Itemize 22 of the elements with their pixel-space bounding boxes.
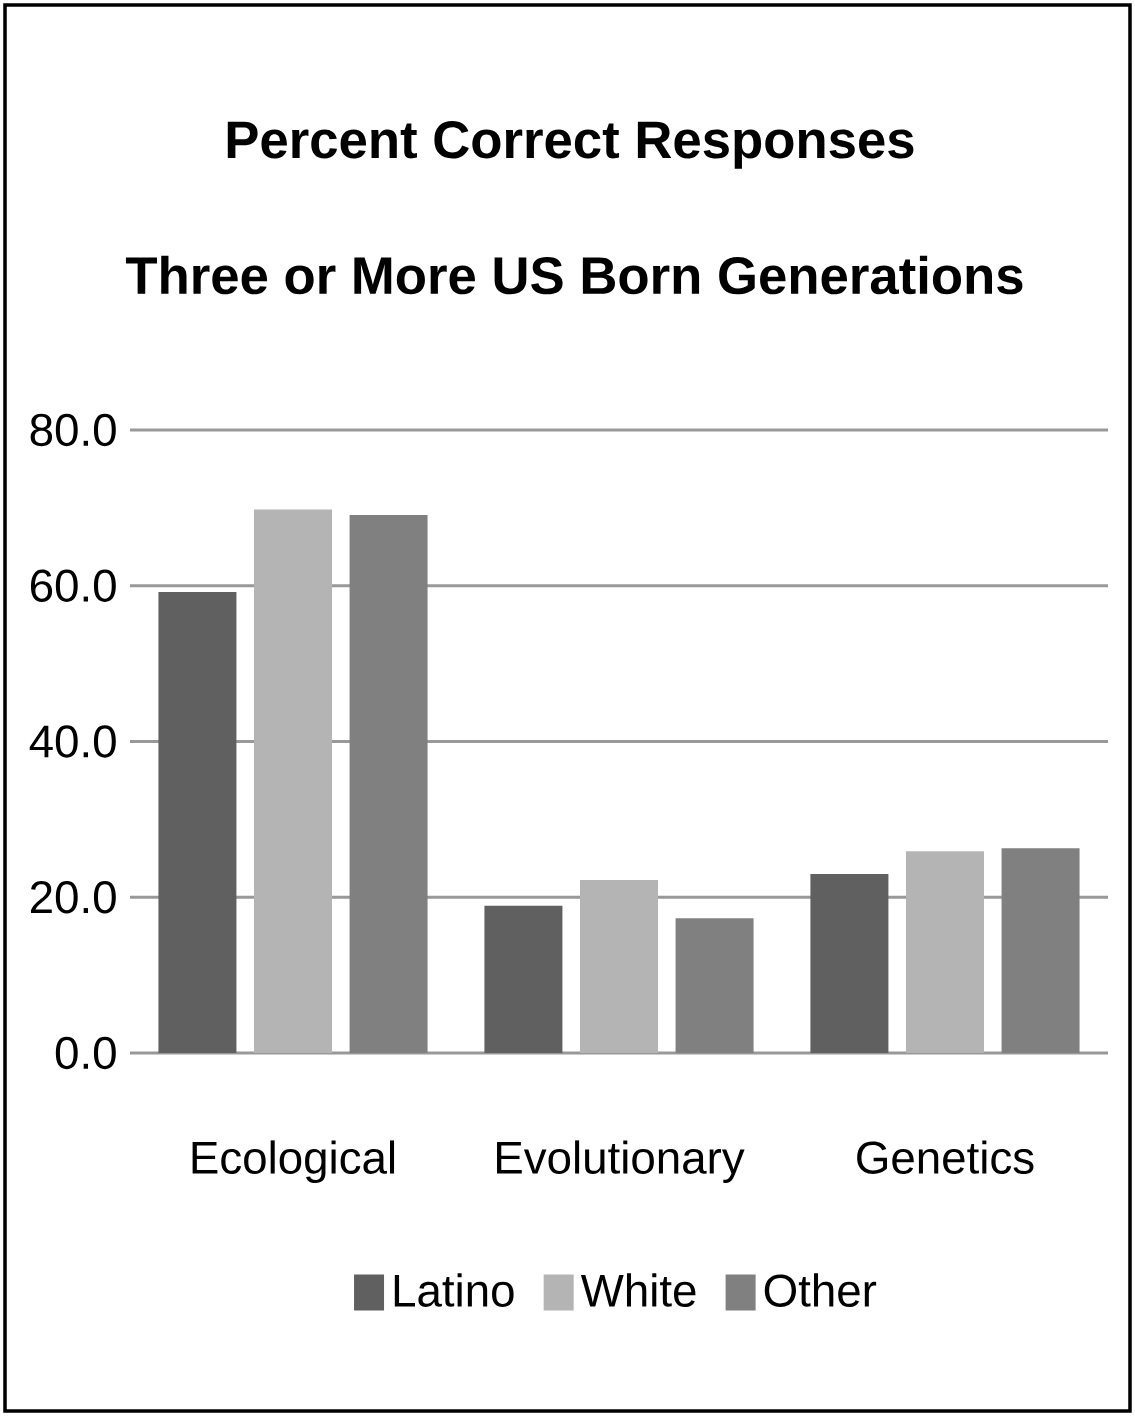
bar bbox=[810, 873, 889, 1053]
legend-label: White bbox=[580, 1273, 696, 1307]
bar bbox=[158, 591, 237, 1053]
bar bbox=[580, 880, 658, 1053]
legend-label: Latino bbox=[394, 1273, 514, 1307]
bar bbox=[484, 905, 563, 1053]
bar bbox=[349, 514, 428, 1053]
bar bbox=[906, 851, 984, 1053]
bar bbox=[254, 509, 333, 1053]
chart-subtitle: Three or More US Born Generations bbox=[125, 255, 1023, 295]
bar bbox=[675, 918, 754, 1053]
bar bbox=[1001, 848, 1080, 1053]
y-tick-label: 20.0 bbox=[30, 881, 116, 914]
x-tick-label: Genetics bbox=[857, 1140, 1034, 1174]
legend-label: Other bbox=[764, 1273, 877, 1307]
x-tick-label: Evolutionary bbox=[497, 1140, 745, 1183]
y-tick-label: 80.0 bbox=[30, 413, 116, 447]
y-tick-label: 0.0 bbox=[55, 1036, 116, 1070]
x-tick-label: Ecological bbox=[192, 1140, 395, 1183]
y-tick-label: 60.0 bbox=[30, 569, 116, 602]
chart-title: Percent Correct Responses bbox=[227, 121, 914, 169]
y-tick-label: 40.0 bbox=[29, 725, 116, 758]
